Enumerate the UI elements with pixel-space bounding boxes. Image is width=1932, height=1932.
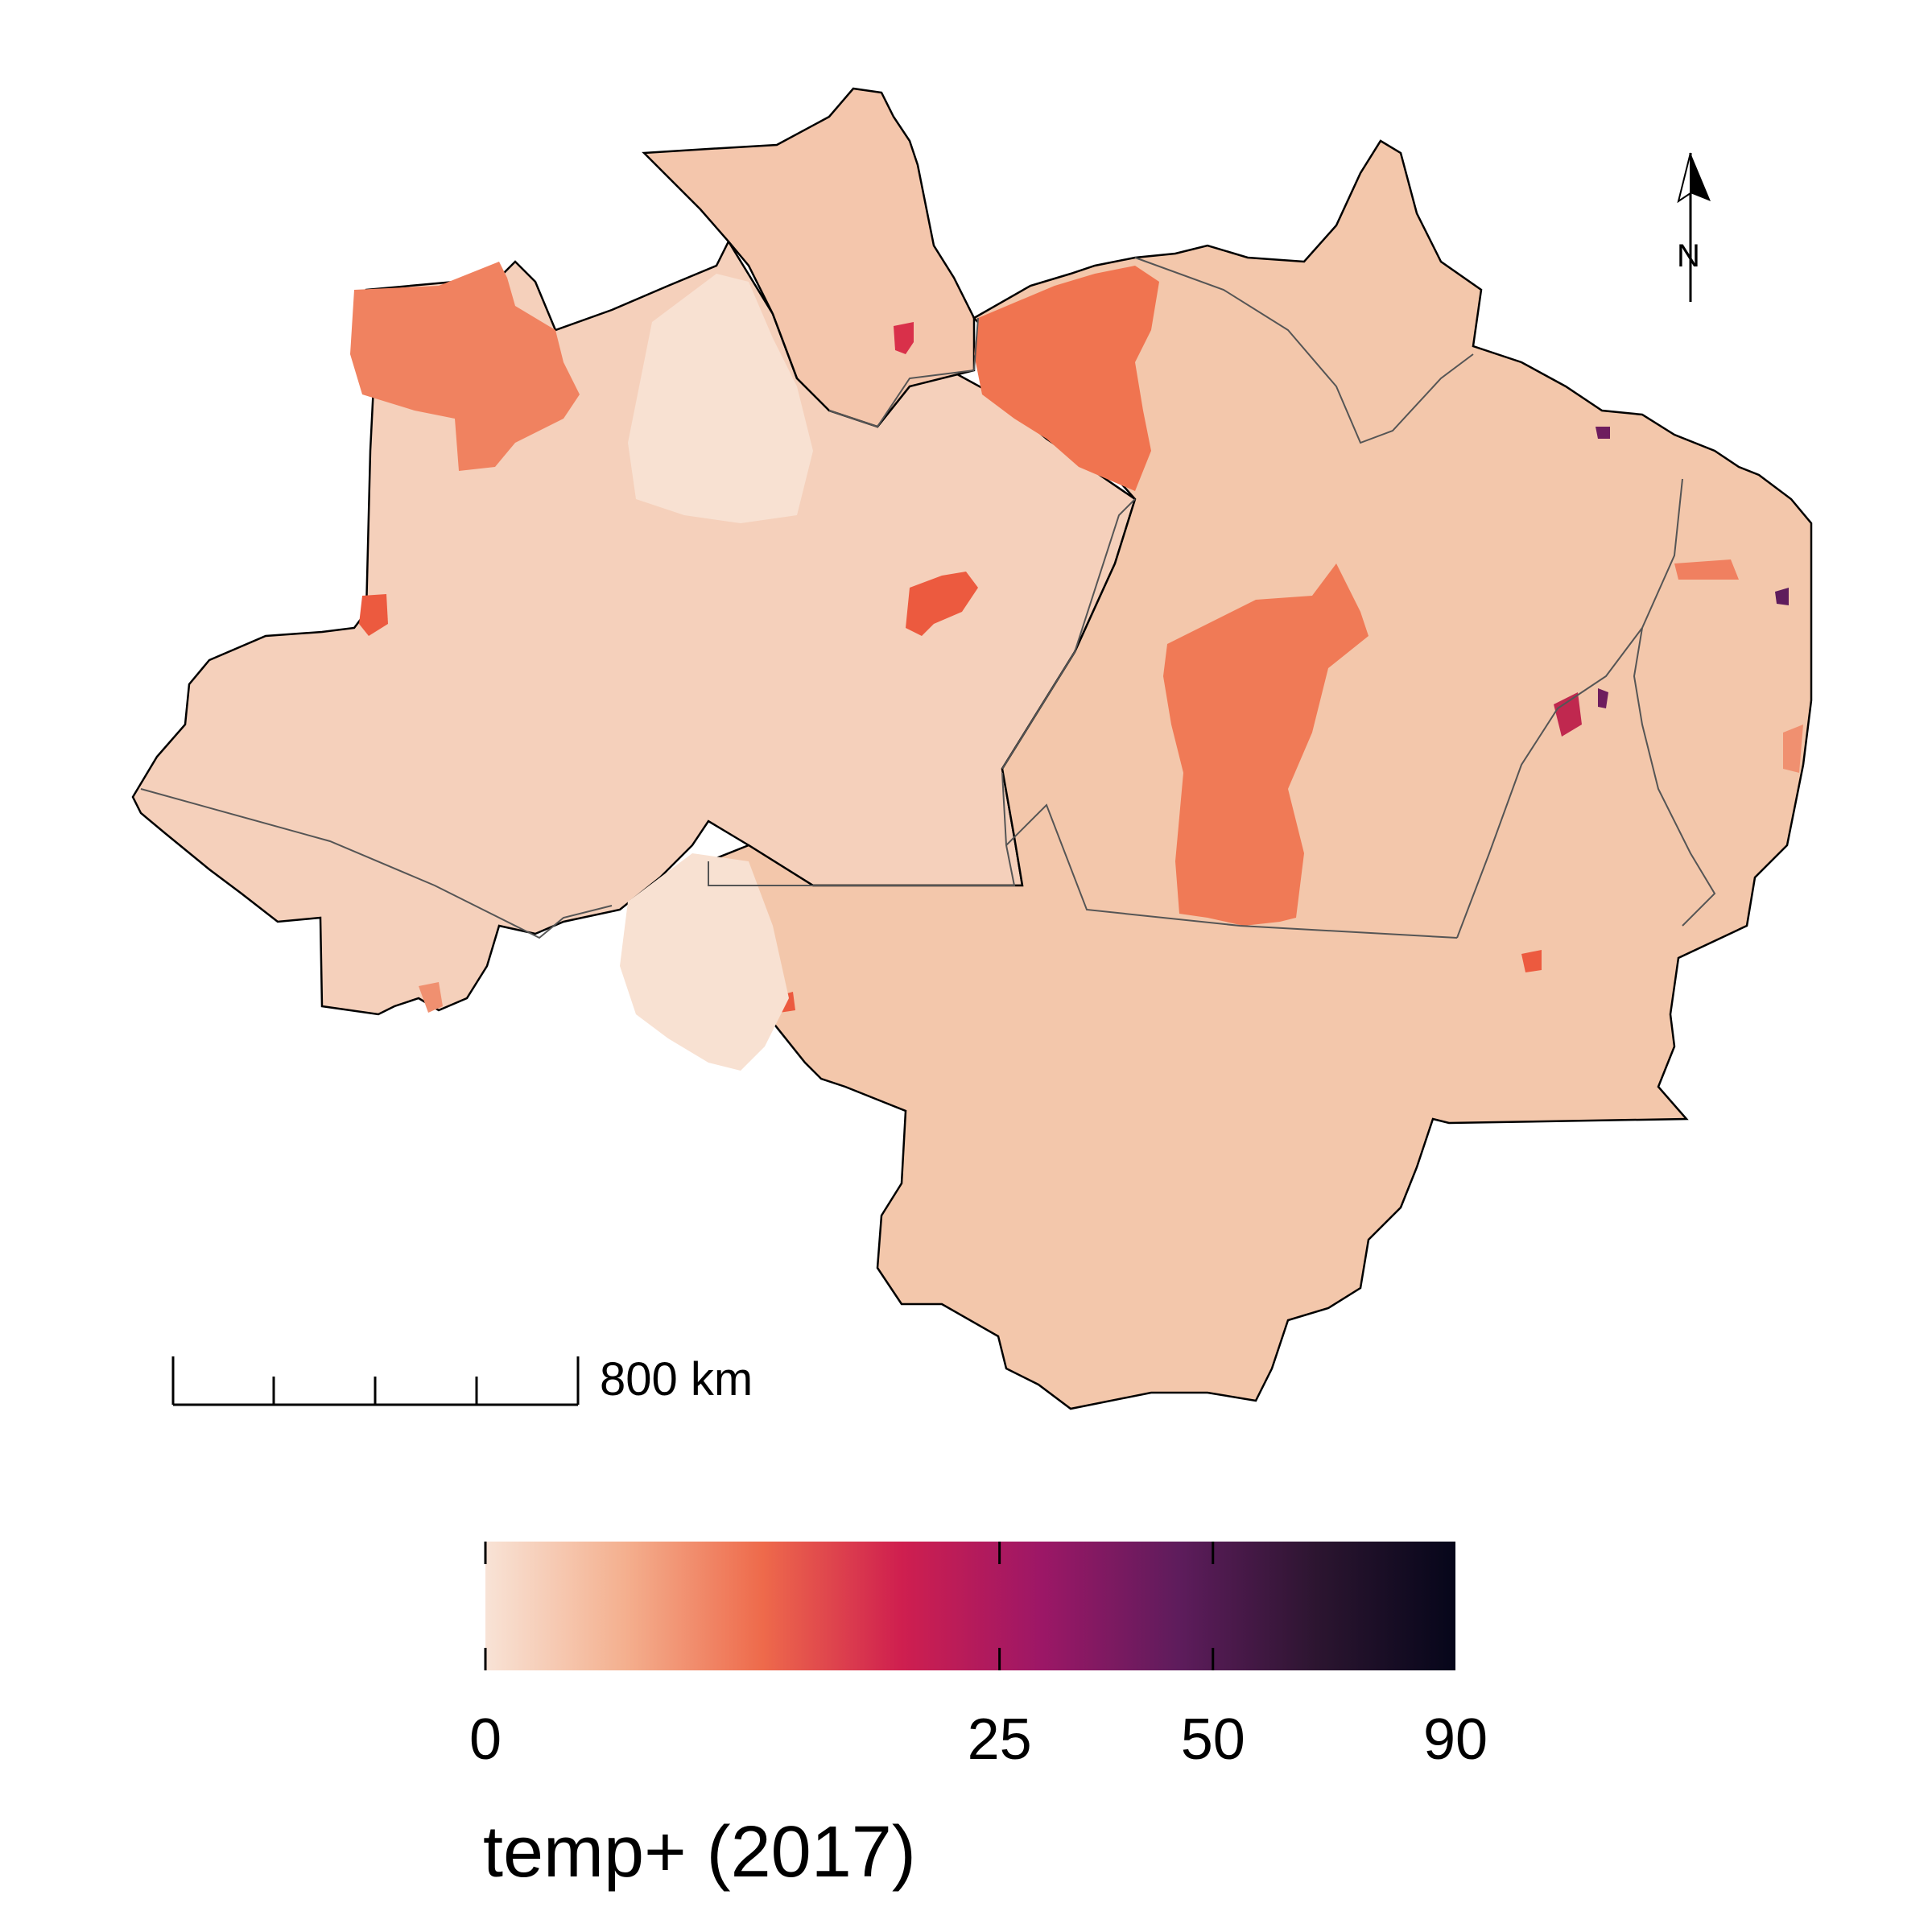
legend-ticks <box>484 1542 1215 1670</box>
area-coast-2 <box>1775 588 1789 605</box>
area-central-para <box>1163 564 1368 926</box>
state-boundaries <box>140 257 1716 939</box>
map-body <box>131 87 1813 1410</box>
area-upper-rio-negro <box>350 262 580 471</box>
area-roraima-capital <box>894 322 914 354</box>
legend-tick-label: 25 <box>967 1707 1032 1772</box>
area-maranhao-1 <box>1674 559 1739 580</box>
legend-tick-label: 90 <box>1422 1707 1488 1772</box>
scale-label: 800 km <box>600 1353 753 1406</box>
area-west-border <box>359 594 388 636</box>
legend-colorbar <box>484 1542 1455 1670</box>
legend-tick-label: 0 <box>469 1707 502 1772</box>
area-coast-1 <box>1596 427 1610 439</box>
area-north-para <box>974 266 1159 491</box>
area-amazonas-light <box>628 274 813 523</box>
area-manaus <box>906 572 978 636</box>
legend-gradient <box>485 1542 1455 1670</box>
area-belem-1 <box>1554 692 1582 737</box>
scale-bar <box>171 1356 580 1406</box>
north-label: N <box>1677 238 1700 274</box>
north-arrow-icon <box>1677 152 1711 302</box>
area-south-west <box>419 982 443 1013</box>
area-maranhao-2 <box>1783 724 1803 773</box>
highlight-areas <box>350 262 1803 1071</box>
area-belem-2 <box>1598 688 1608 708</box>
area-mt-light <box>620 853 789 1071</box>
legend-title: temp+ (2017) <box>483 1812 916 1893</box>
area-tocantins <box>1521 950 1542 972</box>
region-roraima <box>642 87 976 428</box>
legend-tick-label: 50 <box>1180 1707 1245 1772</box>
